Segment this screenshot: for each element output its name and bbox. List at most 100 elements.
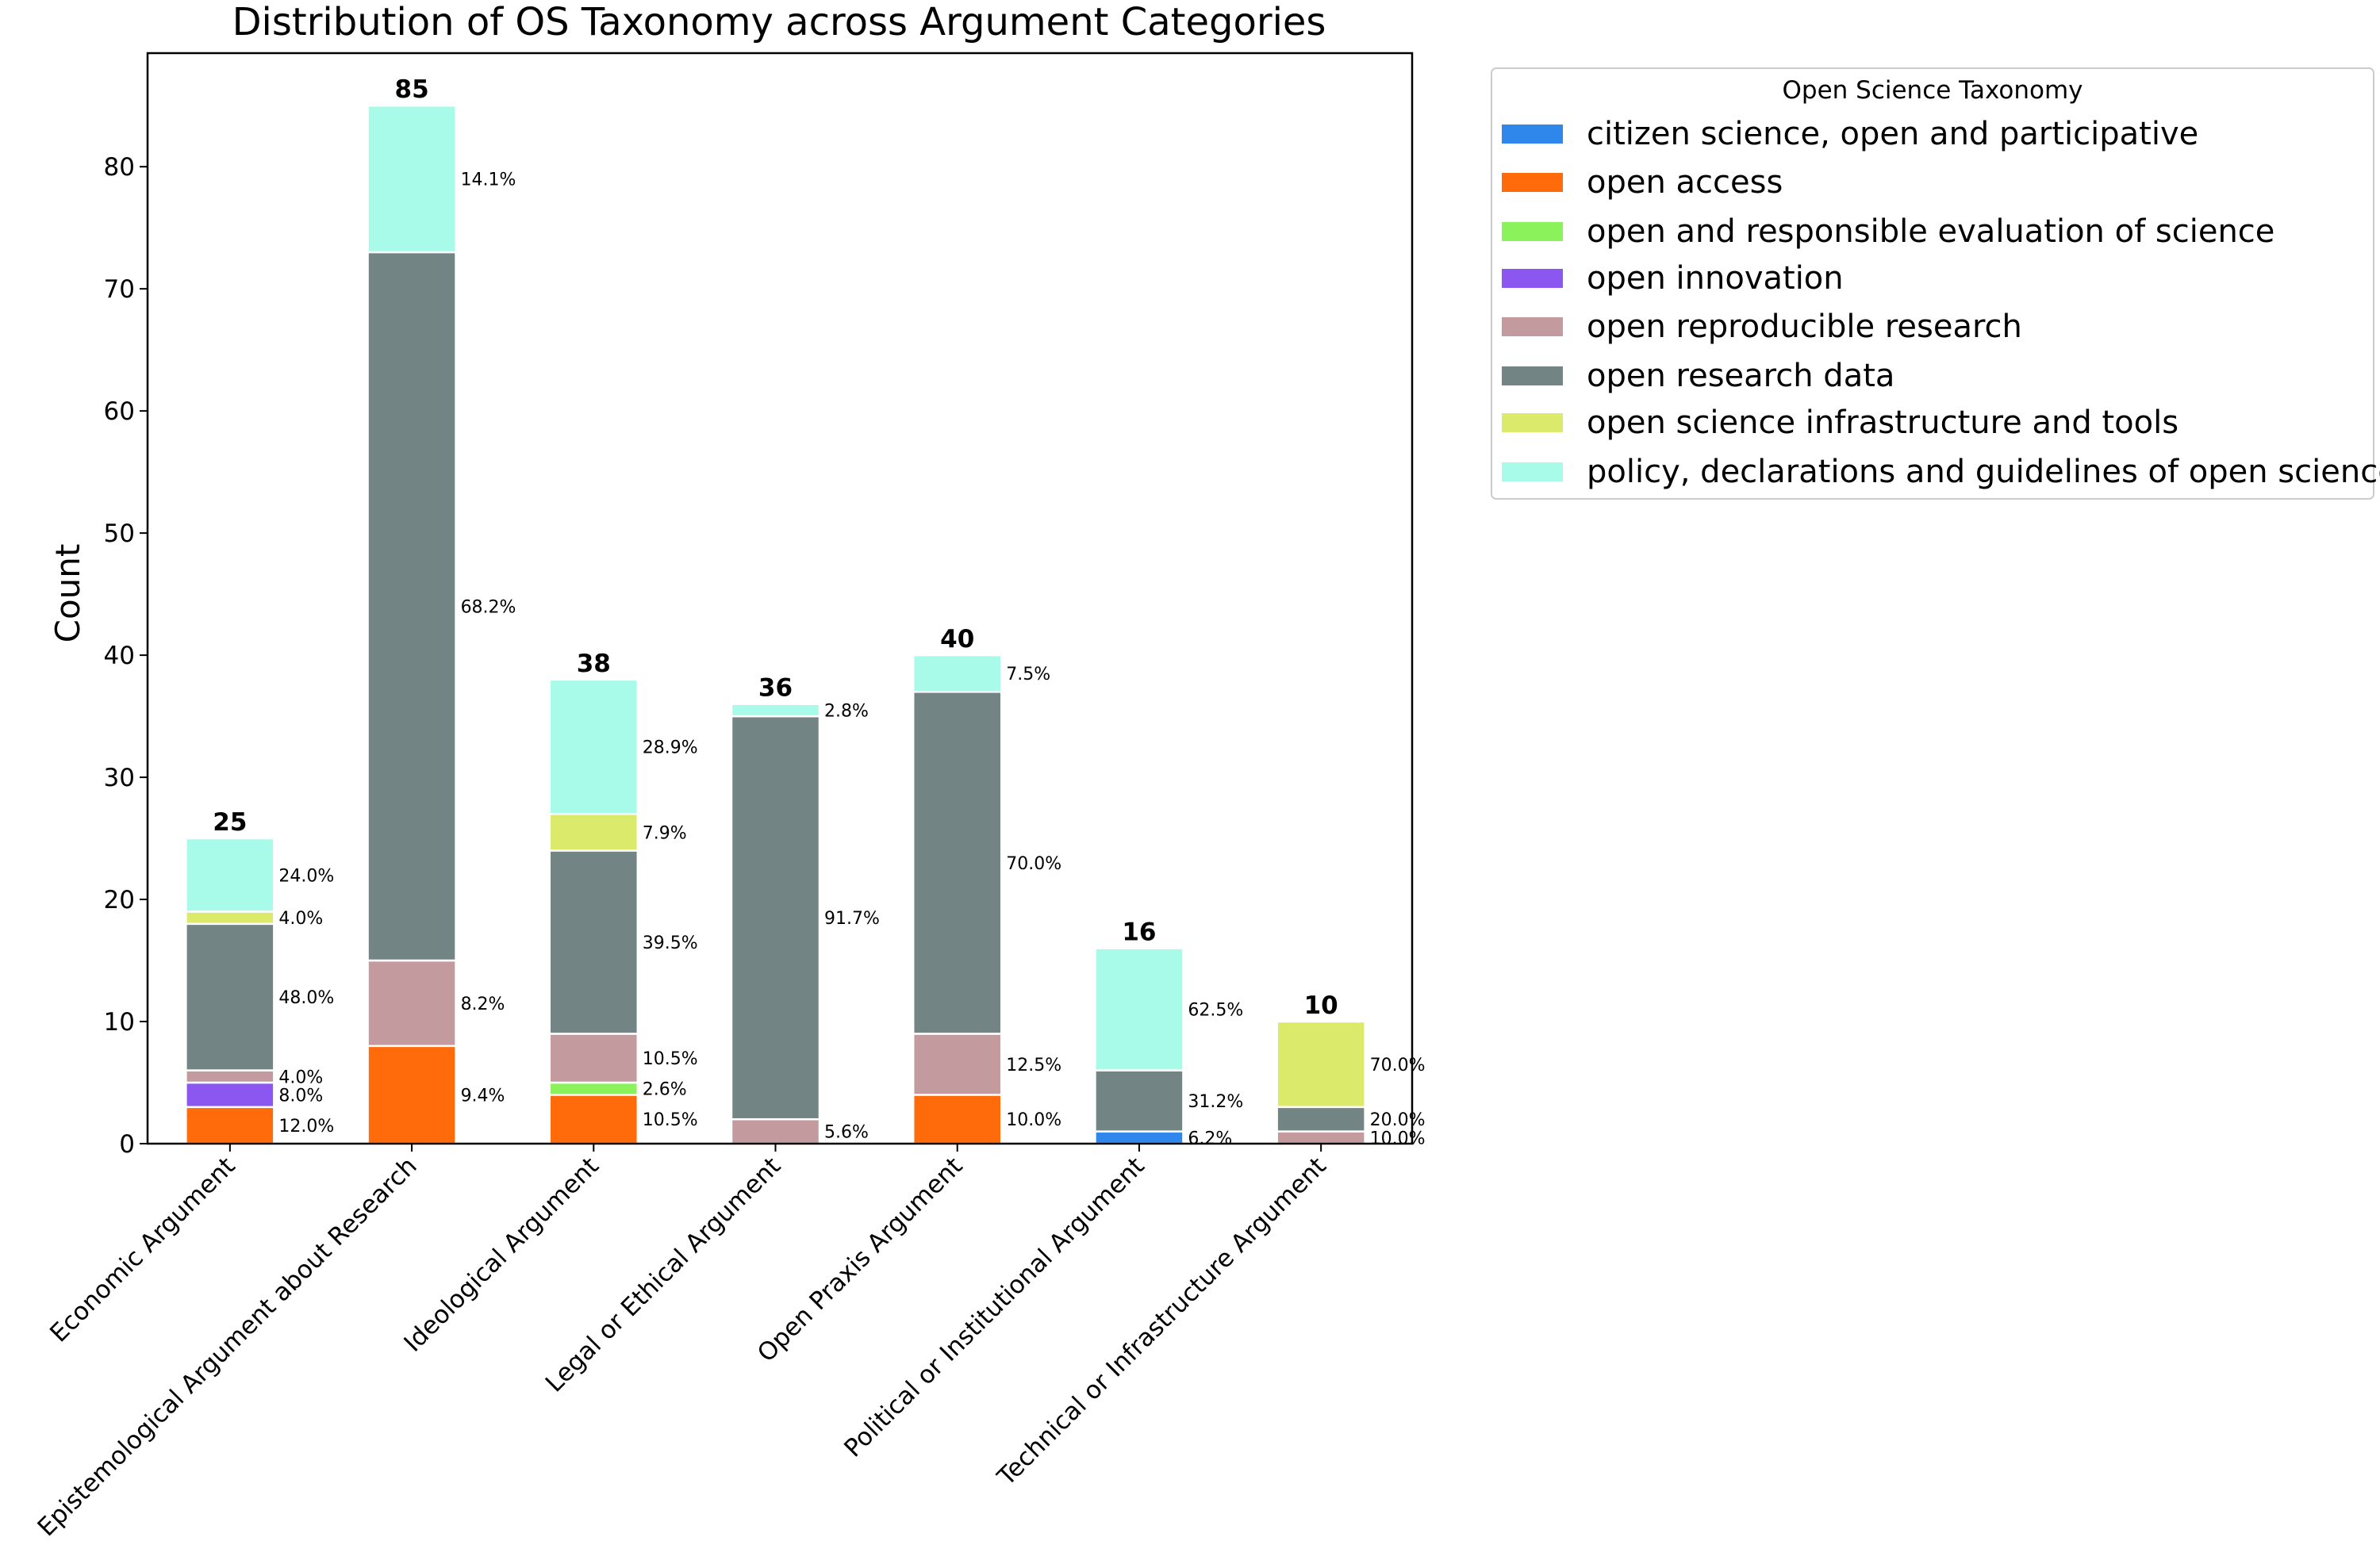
bar-segment: [548, 678, 639, 815]
legend-label: citizen science, open and participative: [1587, 116, 2198, 152]
y-tick-label: 10: [104, 1008, 135, 1037]
bar-segment: [730, 1117, 821, 1145]
percent-label: 28.9%: [643, 738, 698, 758]
total-label: 16: [1122, 918, 1156, 947]
legend: Open Science Taxonomy citizen science, o…: [1491, 67, 2380, 500]
bar-segment: [730, 703, 821, 718]
percent-label: 12.5%: [1006, 1056, 1061, 1075]
percent-label: 68.2%: [461, 598, 516, 618]
bar-segment: [912, 1033, 1003, 1096]
bar-segment: [730, 715, 821, 1121]
x-tick-label: Economic Argument: [44, 1152, 240, 1347]
percent-label: 12.0%: [278, 1117, 334, 1137]
bar-segment: [1276, 1106, 1366, 1133]
bar-segment: [1276, 1020, 1366, 1109]
percent-label: 2.8%: [824, 701, 869, 721]
percent-label: 4.0%: [278, 909, 323, 929]
percent-label: 10.0%: [1370, 1129, 1426, 1148]
y-tick-label: 20: [104, 886, 135, 914]
legend-swatch: [1502, 222, 1563, 241]
legend-label: open access: [1587, 164, 1783, 201]
x-tick-label: Open Praxis Argument: [752, 1152, 968, 1367]
bar-segment: [185, 1106, 275, 1145]
bar-segment: [367, 959, 457, 1048]
percent-label: 20.0%: [1370, 1110, 1426, 1130]
percent-label: 10.5%: [643, 1049, 698, 1069]
y-axis-label: Count: [48, 544, 87, 643]
bar-segment: [367, 1045, 457, 1145]
legend-label: open and responsible evaluation of scien…: [1587, 213, 2274, 250]
legend-label: open research data: [1587, 358, 1894, 394]
legend-swatch: [1502, 366, 1563, 385]
percent-label: 7.9%: [643, 823, 687, 843]
bar-segment: [912, 1094, 1003, 1145]
bar-segment: [1094, 947, 1184, 1071]
total-label: 36: [758, 674, 793, 703]
legend-label: open reproducible research: [1587, 309, 2022, 345]
bar-segment: [1094, 1069, 1184, 1133]
bar-segment: [912, 654, 1003, 693]
bar-segment: [367, 251, 457, 962]
bar-segment: [1276, 1130, 1366, 1145]
percent-label: 4.0%: [278, 1068, 323, 1087]
percent-label: 6.2%: [1188, 1129, 1232, 1148]
percent-label: 91.7%: [824, 909, 880, 929]
percent-label: 70.0%: [1006, 854, 1061, 874]
chart-title: Distribution of OS Taxonomy across Argum…: [232, 0, 1326, 44]
legend-swatch: [1502, 462, 1563, 481]
x-tick-label: Ideological Argument: [398, 1152, 605, 1358]
total-label: 38: [577, 650, 611, 678]
y-tick-label: 70: [104, 275, 135, 304]
bar-segment: [1094, 1130, 1184, 1145]
y-tick-label: 30: [104, 764, 135, 792]
x-tick-label: Technical or Infrastructure Argument: [992, 1152, 1332, 1492]
y-tick-label: 50: [104, 519, 135, 548]
bar-segment: [548, 1033, 639, 1084]
y-axis: 0 10 20 30 40 50 60 70 80: [104, 153, 148, 1159]
total-label: 25: [213, 808, 247, 837]
percent-label: 2.6%: [643, 1080, 687, 1100]
percent-label: 5.6%: [824, 1123, 869, 1143]
legend-frame: [1491, 67, 2374, 500]
legend-title: Open Science Taxonomy: [1783, 76, 2083, 105]
bars-layer: 12.0%8.0%4.0%48.0%4.0%24.0%259.4%8.2%68.…: [185, 75, 1426, 1148]
legend-swatch: [1502, 173, 1563, 192]
percent-label: 10.5%: [643, 1110, 698, 1130]
percent-label: 48.0%: [278, 988, 334, 1008]
x-tick-label: Political or Institutional Argument: [839, 1152, 1150, 1462]
percent-label: 62.5%: [1188, 1001, 1243, 1021]
bar-segment: [548, 813, 639, 852]
percent-label: 8.2%: [461, 995, 505, 1014]
legend-swatch: [1502, 317, 1563, 336]
legend-label: open science infrastructure and tools: [1587, 404, 2178, 441]
legend-swatch: [1502, 413, 1563, 432]
total-label: 40: [940, 625, 974, 654]
bar-segment: [548, 849, 639, 1035]
percent-label: 39.5%: [643, 933, 698, 953]
bar-segment: [548, 1081, 639, 1096]
percent-label: 70.0%: [1370, 1056, 1426, 1075]
percent-label: 10.0%: [1006, 1110, 1061, 1130]
percent-label: 7.5%: [1006, 665, 1050, 684]
legend-label: open innovation: [1587, 260, 1844, 297]
y-tick-label: 80: [104, 153, 135, 182]
bar-segment: [185, 910, 275, 926]
y-tick-label: 0: [119, 1130, 135, 1159]
legend-swatch: [1502, 269, 1563, 288]
bar-segment: [185, 1081, 275, 1109]
bar-segment: [185, 922, 275, 1071]
percent-label: 31.2%: [1188, 1092, 1243, 1112]
percent-label: 9.4%: [461, 1086, 505, 1106]
percent-label: 24.0%: [278, 866, 334, 886]
legend-label: policy, declarations and guidelines of o…: [1587, 454, 2380, 490]
percent-label: 8.0%: [278, 1086, 323, 1106]
percent-label: 14.1%: [461, 171, 516, 190]
bar-segment: [912, 691, 1003, 1035]
x-tick-label: Epistemological Argument about Research: [33, 1152, 423, 1542]
bar-segment: [185, 1069, 275, 1084]
bar-segment: [548, 1094, 639, 1145]
total-label: 10: [1304, 991, 1338, 1020]
total-label: 85: [395, 75, 429, 104]
